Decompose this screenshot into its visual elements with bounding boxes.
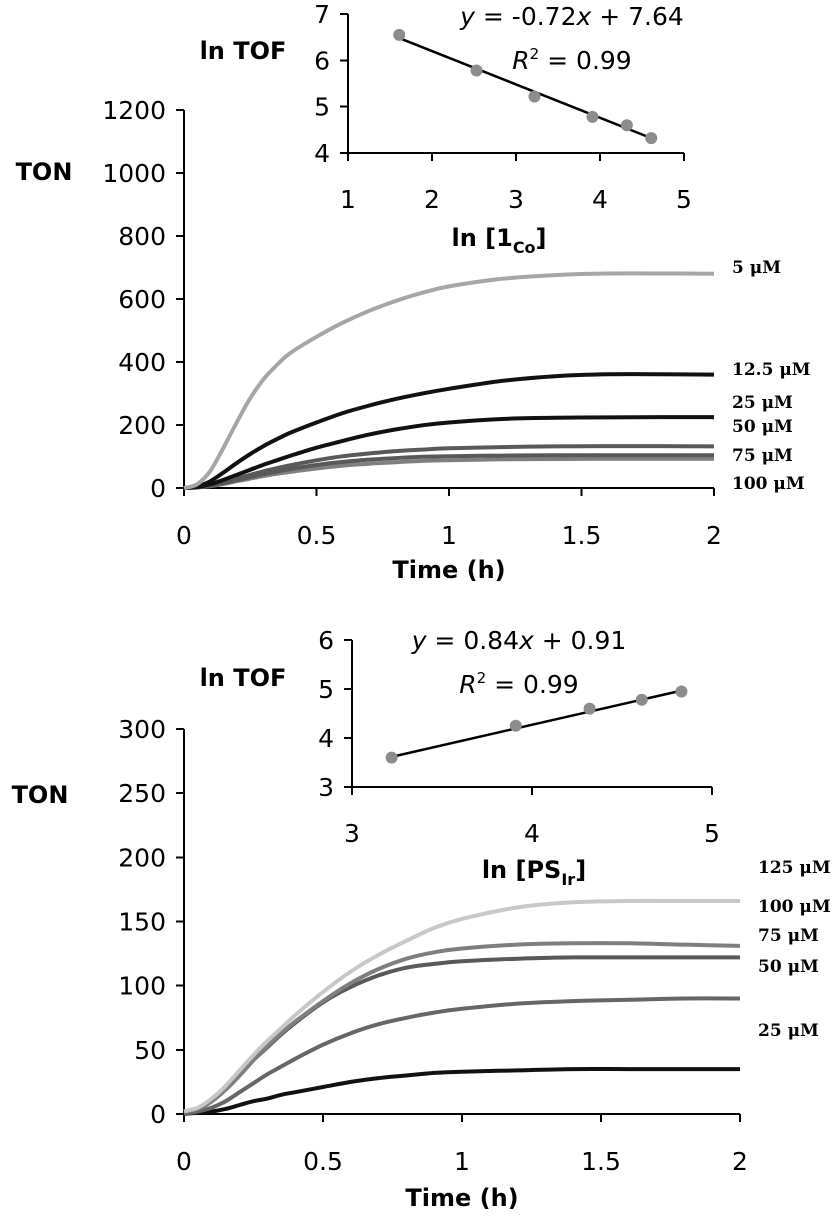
- data-point: [620, 119, 633, 132]
- main-top-x-tick-label: 1: [441, 521, 457, 550]
- inset-bottom-y-tick-label: 4: [318, 724, 334, 753]
- fit-equation: y = 0.84x + 0.91: [411, 626, 627, 655]
- main-bottom-x-tick-label: 0: [176, 1147, 192, 1176]
- data-point: [635, 693, 648, 706]
- main-bottom-x-tick-label: 1: [454, 1147, 470, 1176]
- main-top-x-tick-label: 2: [706, 521, 722, 550]
- data-point: [393, 28, 406, 41]
- data-point: [528, 90, 541, 103]
- series-label: 5 μM: [732, 258, 781, 278]
- r-squared: R2 = 0.99: [512, 45, 631, 75]
- inset-top-y-tick-label: 5: [314, 93, 330, 122]
- inset-bottom-x-tick-label: 5: [704, 819, 720, 848]
- series-label: 75 μM: [732, 446, 793, 466]
- main-top-x-tick-label: 0: [176, 521, 192, 550]
- fit-equation: y = -0.72x + 7.64: [459, 2, 684, 31]
- main-bottom-y-tick-label: 0: [150, 1100, 166, 1129]
- main-top-chart: 0 0.5 1 1.5 2 0 200 400 600 800 1000 1200 5 μM 12.5 μ…: [16, 96, 811, 584]
- inset-top-y-tick-label: 7: [314, 0, 330, 29]
- r-squared: R2 = 0.99: [459, 669, 578, 699]
- series-label: 25 μM: [758, 1021, 819, 1041]
- main-bottom-y-tick-label: 150: [118, 908, 166, 937]
- data-point: [675, 685, 688, 698]
- inset-top-x-tick-label: 5: [676, 185, 692, 214]
- inset-bottom-y-tick-label: 3: [318, 773, 334, 802]
- inset-bottom-y-tick-label: 6: [318, 626, 334, 655]
- main-top-y-tick-label: 400: [118, 348, 166, 377]
- series-line: [183, 271, 715, 490]
- inset-top-x-tick-label: 1: [340, 185, 356, 214]
- inset-bottom-x-tick-label: 3: [344, 819, 360, 848]
- main-bottom-chart: 0 0.5 1 1.5 2 0 50 100 150 200 250 300 125 μM 100 μM 7…: [12, 715, 831, 1212]
- series-label: 125 μM: [758, 858, 831, 878]
- data-point: [645, 132, 658, 145]
- series-line: [183, 898, 740, 1114]
- data-point: [470, 64, 483, 77]
- main-bottom-x-tick-label: 0.5: [303, 1147, 343, 1176]
- main-bottom-y-tick-label: 200: [118, 843, 166, 872]
- series-label: 50 μM: [732, 417, 793, 437]
- inset-top-chart: 1 2 3 4 5 4 5 6 7 ln TOF ln [1Co] y = -0.72x + 7.64…: [200, 0, 692, 257]
- main-top-x-tick-label: 0.5: [297, 521, 337, 550]
- main-bottom-y-tick-label: 100: [118, 972, 166, 1001]
- inset-top-x-tick-label: 3: [508, 185, 524, 214]
- data-point: [509, 719, 522, 732]
- series-label: 100 μM: [758, 897, 831, 917]
- series-line: [183, 372, 715, 490]
- y-axis-title: ln TOF: [200, 664, 287, 692]
- inset-bottom-chart: 3 4 5 3 4 5 6 ln TOF ln [PSIr] y = 0.84x + 0.91 R2…: [200, 626, 720, 889]
- series-line: [183, 1067, 740, 1116]
- series-label: 75 μM: [758, 926, 819, 946]
- inset-top-x-tick-label: 4: [592, 185, 608, 214]
- inset-bottom-y-tick-label: 5: [318, 675, 334, 704]
- fit-line: [398, 36, 652, 140]
- x-axis-title: ln [PSIr]: [482, 856, 586, 889]
- main-bottom-y-tick-label: 50: [134, 1036, 166, 1065]
- y-axis-title: ln TOF: [200, 37, 287, 65]
- series-line: [183, 415, 714, 490]
- series-label: 25 μM: [732, 393, 793, 413]
- main-bottom-x-tick-label: 1.5: [581, 1147, 621, 1176]
- series-line: [183, 996, 741, 1116]
- series-line: [183, 955, 740, 1114]
- data-point: [385, 751, 398, 764]
- series-line: [183, 444, 715, 490]
- y-axis-title: TON: [16, 158, 73, 186]
- fit-line: [391, 689, 682, 759]
- series-label: 50 μM: [758, 957, 819, 977]
- main-bottom-y-tick-label: 300: [118, 715, 166, 744]
- main-top-y-tick-label: 1000: [102, 159, 166, 188]
- x-axis-title: Time (h): [392, 556, 505, 584]
- x-axis-title: Time (h): [405, 1184, 518, 1212]
- main-top-y-tick-label: 0: [150, 474, 166, 503]
- series-line: [183, 941, 741, 1114]
- y-axis-title: TON: [12, 781, 69, 809]
- inset-bottom-x-tick-label: 4: [524, 819, 540, 848]
- data-point: [583, 702, 596, 715]
- series-label: 12.5 μM: [732, 360, 811, 380]
- data-point: [586, 110, 599, 123]
- main-top-x-tick-label: 1.5: [562, 521, 602, 550]
- inset-top-x-tick-label: 2: [424, 185, 440, 214]
- inset-top-y-tick-label: 6: [314, 46, 330, 75]
- main-top-y-tick-label: 600: [118, 285, 166, 314]
- series-label: 100 μM: [732, 474, 805, 494]
- x-axis-title: ln [1Co]: [451, 224, 546, 257]
- inset-top-y-tick-label: 4: [314, 139, 330, 168]
- main-top-y-tick-label: 1200: [102, 96, 166, 125]
- main-top-y-tick-label: 800: [118, 222, 166, 251]
- main-bottom-x-tick-label: 2: [732, 1147, 748, 1176]
- main-top-y-tick-label: 200: [118, 411, 166, 440]
- main-bottom-y-tick-label: 250: [118, 779, 166, 808]
